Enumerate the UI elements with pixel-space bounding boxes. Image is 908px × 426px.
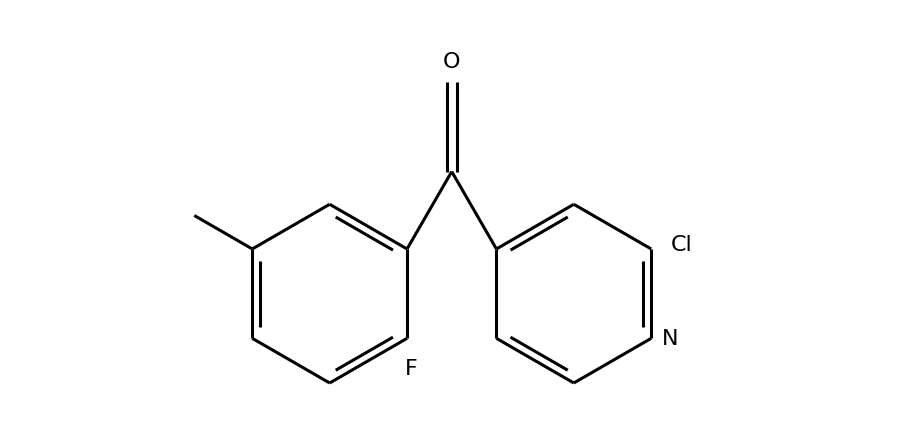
Text: N: N [662, 328, 678, 348]
Text: F: F [405, 358, 418, 378]
Text: Cl: Cl [671, 235, 693, 255]
Text: O: O [443, 52, 460, 72]
